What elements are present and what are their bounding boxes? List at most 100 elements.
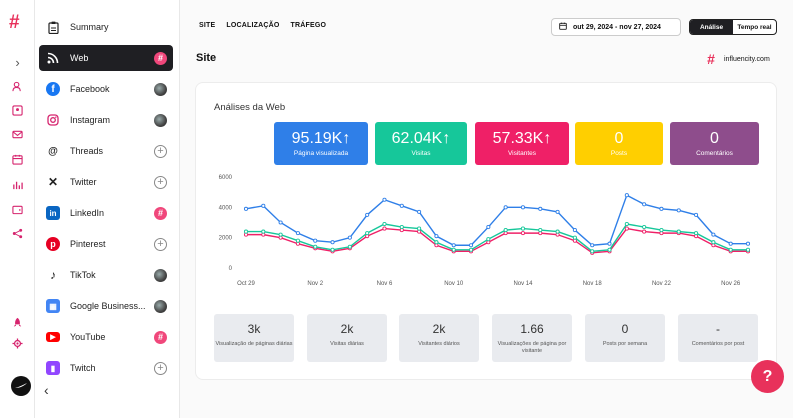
sidebar-item-web[interactable]: Web # <box>39 45 173 71</box>
youtube-icon: ▶ <box>46 332 60 342</box>
help-chat-button[interactable]: ? <box>751 360 784 393</box>
top-tabs: SITE LOCALIZAÇÃO TRÁFEGO <box>199 22 326 29</box>
sidebar-item-linkedin[interactable]: in LinkedIn # <box>39 200 173 226</box>
account-badge[interactable]: # <box>154 206 167 220</box>
data-point <box>555 229 560 234</box>
page-title: Site <box>196 52 217 64</box>
data-point <box>590 243 595 248</box>
data-point <box>624 193 629 198</box>
sidebar-item-instagram[interactable]: Instagram <box>39 107 173 133</box>
y-tick-label: 2000 <box>219 236 233 242</box>
x-tick-label: Nov 14 <box>513 281 533 287</box>
date-range-picker[interactable]: out 29, 2024 - nov 27, 2024 <box>551 18 681 36</box>
settings-icon[interactable] <box>11 337 24 350</box>
tiktok-icon: ♪ <box>50 268 56 282</box>
account-avatar[interactable] <box>154 82 167 96</box>
brand-hash-icon[interactable]: # <box>9 12 20 33</box>
sidebar-item-label: Pinterest <box>70 239 106 249</box>
add-account-button[interactable]: + <box>154 144 167 158</box>
kpi-posts: 0 Posts <box>575 122 663 165</box>
sidebar-item-pinterest[interactable]: p Pinterest + <box>39 231 173 257</box>
tab-localizacao[interactable]: LOCALIZAÇÃO <box>226 22 280 29</box>
sidebar-item-facebook[interactable]: f Facebook <box>39 76 173 102</box>
wallet-icon[interactable] <box>11 203 24 216</box>
calendar-icon[interactable] <box>11 153 24 166</box>
chevron-right-icon[interactable]: › <box>15 55 20 70</box>
kpi-value: 0 <box>710 129 719 147</box>
account-avatar[interactable] <box>154 299 167 313</box>
help-icon: ? <box>762 367 773 385</box>
kpi-value: 57.33K <box>492 129 544 147</box>
kpi-comments: 0 Comentários <box>670 122 759 165</box>
tab-site[interactable]: SITE <box>199 22 216 29</box>
sidebar-item-google-business[interactable]: ▦ Google Business... <box>39 293 173 319</box>
tab-trafego[interactable]: TRÁFEGO <box>290 22 327 29</box>
trend-up-icon: ↑ <box>442 129 451 147</box>
data-point <box>624 221 629 227</box>
clipboard-icon <box>46 20 60 34</box>
sidebar-item-twitter[interactable]: ✕ Twitter + <box>39 169 173 195</box>
stat-value: 2k <box>340 322 354 336</box>
account-avatar[interactable] <box>154 268 167 282</box>
add-account-button[interactable]: + <box>154 361 167 375</box>
data-point <box>295 238 300 243</box>
account-badge[interactable]: # <box>154 330 167 344</box>
stat-label: Visualizações de página por visitante <box>497 341 567 355</box>
sidebar-item-label: Twitch <box>70 363 96 373</box>
x-tick-label: Nov 22 <box>652 281 672 287</box>
data-point <box>399 203 404 208</box>
share-icon[interactable] <box>11 227 24 240</box>
stat-label: Posts por semana <box>602 341 648 347</box>
data-point <box>417 209 422 214</box>
data-point <box>728 247 733 252</box>
stat-daily-visitors: 2k Visitantes diários <box>399 314 479 362</box>
data-point <box>642 202 647 207</box>
x-icon: ✕ <box>47 175 59 189</box>
card-title: Análises da Web <box>214 102 286 113</box>
calendar-icon <box>559 22 567 32</box>
collapse-sidebar-icon[interactable]: ‹ <box>44 382 49 398</box>
sidebar-item-twitch[interactable]: ▮ Twitch + <box>39 355 173 381</box>
users-icon[interactable] <box>11 80 24 93</box>
kpi-label: Comentários <box>696 150 733 158</box>
data-point <box>399 224 404 230</box>
x-tick-label: Nov 2 <box>307 281 323 287</box>
stat-pages-per-visitor: 1.66 Visualizações de página por visitan… <box>492 314 572 362</box>
brand-domain: influencity.com <box>724 55 770 63</box>
realtime-toggle-button[interactable]: Tempo real <box>737 23 772 31</box>
data-point <box>694 231 699 236</box>
data-point <box>330 240 335 245</box>
data-point <box>676 208 681 213</box>
sidebar-item-label: Google Business... <box>70 301 146 311</box>
mail-icon[interactable] <box>11 128 24 141</box>
facebook-icon: f <box>46 82 60 96</box>
sidebar-item-threads[interactable]: @ Threads + <box>39 138 173 164</box>
sidebar-item-summary[interactable]: Summary <box>39 14 173 40</box>
stat-value: - <box>716 322 720 336</box>
rocket-icon[interactable] <box>11 316 24 329</box>
series-line <box>245 194 748 246</box>
bar-chart-icon[interactable] <box>11 178 24 191</box>
analysis-toggle-button[interactable]: Análise <box>690 20 733 34</box>
linkedin-icon: in <box>46 206 60 220</box>
data-point <box>676 229 681 234</box>
data-point <box>694 212 699 217</box>
add-account-button[interactable]: + <box>154 237 167 251</box>
sidebar-item-label: Web <box>70 53 89 63</box>
kpi-visitors: 57.33K↑ Visitantes <box>475 122 569 165</box>
account-badge[interactable]: # <box>154 51 167 65</box>
sidebar-item-youtube[interactable]: ▶ YouTube # <box>39 324 173 350</box>
data-point <box>382 226 387 231</box>
data-point <box>451 243 456 248</box>
data-point <box>278 232 283 237</box>
data-point <box>486 224 491 230</box>
id-card-icon[interactable] <box>11 104 24 117</box>
sidebar-item-tiktok[interactable]: ♪ TikTok <box>39 262 173 288</box>
avatar[interactable] <box>11 376 31 396</box>
add-account-button[interactable]: + <box>154 175 167 189</box>
y-tick-label: 4000 <box>219 205 233 211</box>
mode-toggle: Análise Tempo real <box>689 19 777 35</box>
data-point <box>711 240 716 245</box>
account-avatar[interactable] <box>154 113 167 127</box>
kpi-value: 62.04K <box>391 129 443 147</box>
